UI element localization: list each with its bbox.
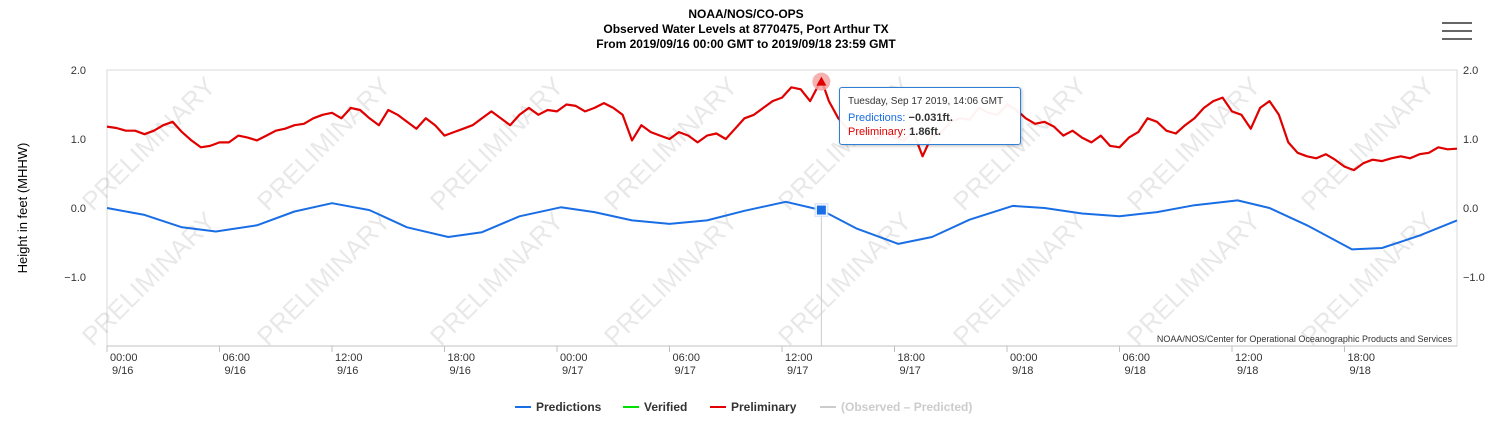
- watermark-text: PRELIMINARY: [251, 71, 397, 217]
- x-tick-time: 18:00: [1348, 352, 1376, 364]
- tooltip-predictions-row: Predictions: −0.031ft.: [848, 111, 1012, 125]
- tooltip-preliminary-value: 1.86ft.: [909, 126, 941, 138]
- x-tick-time: 00:00: [1010, 352, 1038, 364]
- x-tick-time: 00:00: [110, 352, 138, 364]
- tooltip-predictions-value: −0.031ft.: [908, 112, 953, 124]
- watermark-text: PRELIMINARY: [76, 206, 222, 352]
- x-tick-date: 9/16: [450, 365, 471, 377]
- y-ticks-left: 2.0 1.0 0.0 −1.0: [64, 65, 86, 284]
- legend-label: Predictions: [536, 400, 602, 414]
- hover-tooltip: Tuesday, Sep 17 2019, 14:06 GMT Predicti…: [839, 87, 1021, 145]
- y-tick-label-left: −1.0: [64, 272, 86, 284]
- hover-marker-predictions: [815, 204, 827, 216]
- x-tick-date: 9/18: [1012, 365, 1033, 377]
- x-tick-date: 9/18: [1350, 365, 1371, 377]
- watermark-text: PRELIMINARY: [598, 206, 744, 352]
- legend-item-3[interactable]: (Observed – Predicted): [820, 400, 972, 414]
- y-tick-label-left: 1.0: [71, 134, 86, 146]
- legend: Predictions Verified Preliminary (Observed …: [515, 400, 972, 414]
- tooltip-preliminary-label: Preliminary:: [848, 126, 907, 138]
- x-tick-time: 12:00: [1235, 352, 1263, 364]
- tooltip-date: Tuesday, Sep 17 2019, 14:06 GMT: [848, 96, 1004, 107]
- x-tick-time: 00:00: [560, 352, 588, 364]
- x-tick-date: 9/18: [1125, 365, 1146, 377]
- watermark-text: PRELIMINARY: [947, 206, 1093, 352]
- x-tick-date: 9/17: [675, 365, 696, 377]
- watermark-text: PRELIMINARY: [1295, 71, 1441, 217]
- chart-title-range: From 2019/09/16 00:00 GMT to 2019/09/18 …: [596, 37, 896, 51]
- x-tick-time: 12:00: [335, 352, 363, 364]
- legend-label: Verified: [644, 400, 687, 414]
- x-tick-time: 06:00: [223, 352, 251, 364]
- legend-label: Preliminary: [731, 400, 797, 414]
- x-tick-date: 9/17: [900, 365, 921, 377]
- hamburger-menu-icon[interactable]: [1440, 16, 1474, 46]
- x-tick-date: 9/17: [787, 365, 808, 377]
- watermark-text: PRELIMINARY: [1295, 206, 1441, 352]
- watermark-text: PRELIMINARY: [424, 206, 570, 352]
- y-tick-label-left: 2.0: [71, 65, 86, 77]
- hover-layer: [812, 72, 831, 346]
- menu-bar-2: [1442, 30, 1472, 32]
- y-tick-label-right: 2.0: [1463, 65, 1478, 77]
- y-ticks-right: 2.0 1.0 0.0 −1.0: [1463, 65, 1485, 284]
- legend-item-1[interactable]: Verified: [623, 400, 687, 414]
- x-ticks: 00:009/1606:009/1612:009/1618:009/1600:0…: [106, 346, 1376, 377]
- menu-bar-1: [1442, 22, 1472, 24]
- chart-title-agency: NOAA/NOS/CO-OPS: [688, 7, 803, 21]
- x-tick-time: 06:00: [673, 352, 701, 364]
- watermark-text: PRELIMINARY: [76, 71, 222, 217]
- chart-credits: NOAA/NOS/Center for Operational Oceanogr…: [1157, 334, 1453, 344]
- legend-item-2[interactable]: Preliminary: [710, 400, 797, 414]
- series-line-predictions: [106, 199, 1458, 251]
- tooltip-predictions-label: Predictions:: [848, 112, 906, 124]
- x-tick-date: 9/16: [112, 365, 133, 377]
- hover-marker-preliminary: [816, 76, 827, 86]
- x-tick-time: 18:00: [898, 352, 926, 364]
- y-tick-label-left: 0.0: [71, 203, 86, 215]
- x-tick-time: 18:00: [448, 352, 476, 364]
- watermark-text: PRELIMINARY: [772, 206, 918, 352]
- series-layer: [106, 78, 1458, 251]
- watermark-text: PRELIMINARY: [598, 71, 744, 217]
- chart-title-station: Observed Water Levels at 8770475, Port A…: [603, 22, 888, 36]
- legend-item-0[interactable]: Predictions: [515, 400, 602, 414]
- watermark-text: PRELIMINARY: [251, 206, 397, 352]
- x-tick-date: 9/17: [562, 365, 583, 377]
- watermark-text: PRELIMINARY: [1121, 71, 1267, 217]
- watermark-text: PRELIMINARY: [424, 71, 570, 217]
- x-tick-date: 9/16: [337, 365, 358, 377]
- y-tick-label-right: −1.0: [1463, 272, 1485, 284]
- tooltip-preliminary-row: Preliminary: 1.86ft.: [848, 125, 1012, 139]
- watermark-text: PRELIMINARY: [1121, 206, 1267, 352]
- y-tick-label-right: 1.0: [1463, 134, 1478, 146]
- legend-label: (Observed – Predicted): [841, 400, 972, 414]
- y-tick-label-right: 0.0: [1463, 203, 1478, 215]
- series-line-preliminary: [106, 78, 1458, 172]
- x-tick-date: 9/16: [225, 365, 246, 377]
- y-axis-label: Height in feet (MHHW): [15, 143, 30, 274]
- x-tick-date: 9/18: [1237, 365, 1258, 377]
- x-tick-time: 12:00: [785, 352, 813, 364]
- x-tick-time: 06:00: [1123, 352, 1151, 364]
- menu-bar-3: [1442, 38, 1472, 40]
